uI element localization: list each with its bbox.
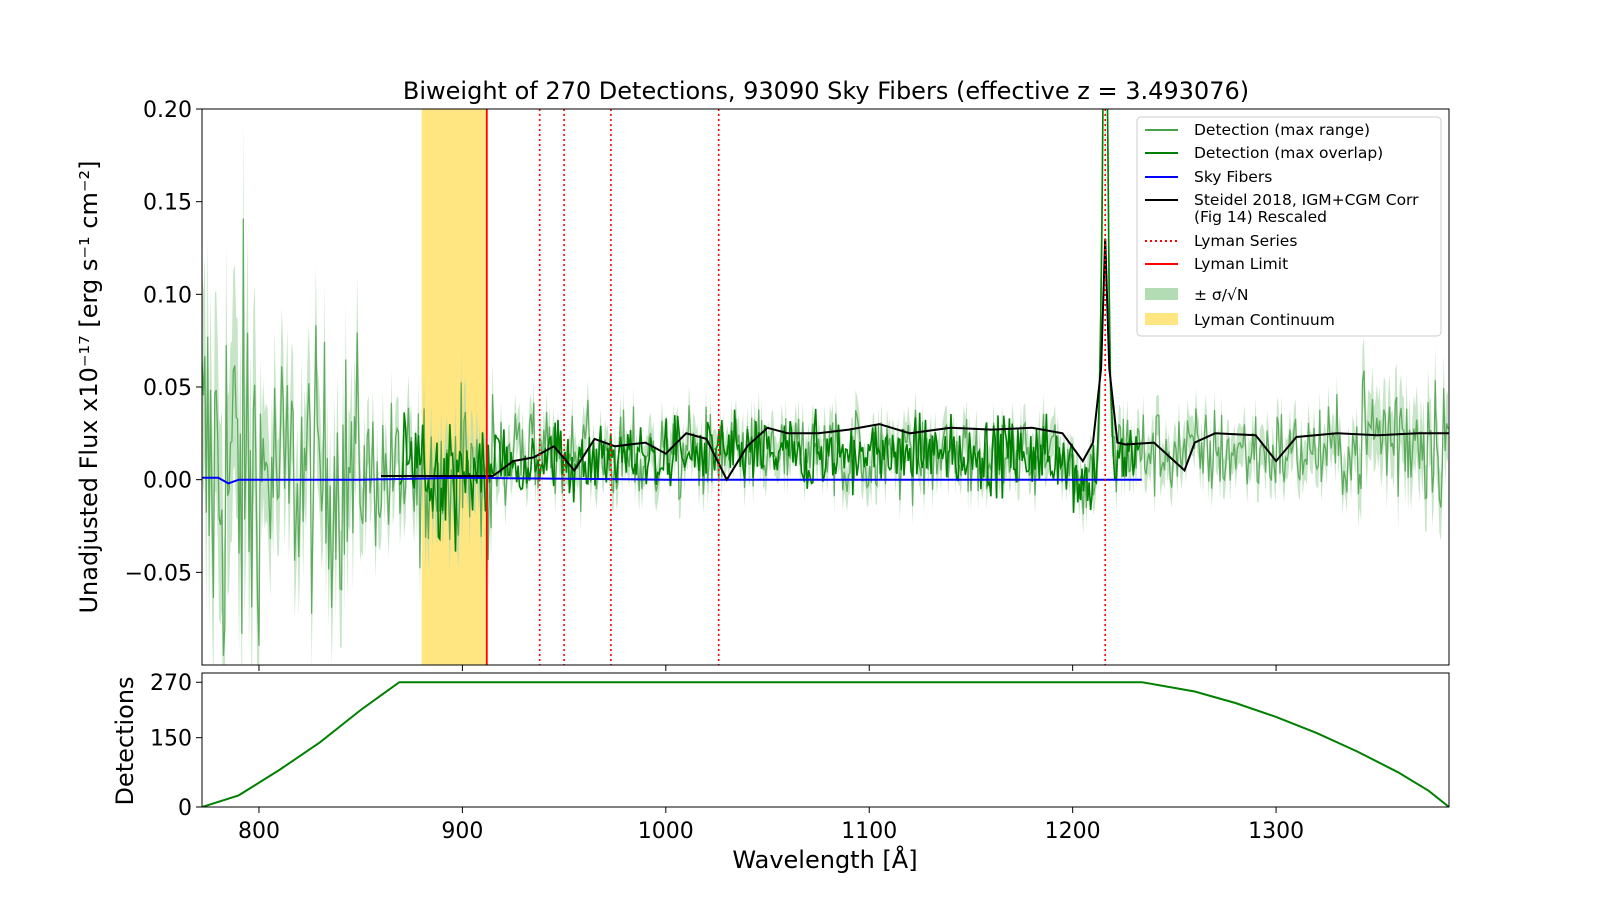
legend-swatch-6 xyxy=(1145,288,1178,300)
legend-item-3: Steidel 2018, IGM+CGM Corr(Fig 14) Resca… xyxy=(1145,191,1419,226)
series-steidel-2018 xyxy=(381,238,1449,482)
x-tick-label-2: 1000 xyxy=(638,819,694,844)
main-panel: −0.05 0.00 0.05 0.10 0.15 0.20 Unadjusted Flu… xyxy=(75,98,1450,671)
legend-swatch-7 xyxy=(1145,313,1178,325)
sub-series-layer xyxy=(202,681,1449,807)
series-sky-fibers xyxy=(202,476,1142,485)
x-tick-label-5: 1300 xyxy=(1248,819,1304,844)
legend-label-3-line2: (Fig 14) Rescaled xyxy=(1194,208,1327,226)
main-y-tick-label-4: 0.15 xyxy=(143,191,192,216)
legend-label-4: Lyman Series xyxy=(1194,232,1297,250)
legend-item-2: Sky Fibers xyxy=(1145,168,1272,186)
main-series-layer xyxy=(202,109,1449,665)
x-axis-label: Wavelength [Å] xyxy=(732,845,917,874)
legend-label-0: Detection (max range) xyxy=(1194,121,1370,139)
sigma-envelope xyxy=(202,109,1448,665)
main-x-ticks xyxy=(258,665,1277,671)
series-detection-max-range xyxy=(202,109,1449,656)
sub-y-tick-label-2: 270 xyxy=(150,671,192,696)
x-tick-label-3: 1100 xyxy=(841,819,897,844)
main-y-ticks: −0.05 0.00 0.05 0.10 0.15 0.20 xyxy=(125,98,202,586)
x-tick-label-1: 900 xyxy=(441,819,483,844)
main-bands-layer xyxy=(421,109,487,665)
main-y-tick-label-1: 0.00 xyxy=(143,469,192,494)
main-y-tick-label-5: 0.20 xyxy=(143,98,192,123)
sub-y-axis-label: Detections xyxy=(111,676,139,805)
legend-label-5: Lyman Limit xyxy=(1194,255,1288,273)
x-tick-label-4: 1200 xyxy=(1045,819,1101,844)
sub-plot-frame xyxy=(201,672,1450,808)
legend: Detection (max range) Detection (max over… xyxy=(1136,116,1442,337)
legend-item-4: Lyman Series xyxy=(1145,232,1297,250)
legend-item-5: Lyman Limit xyxy=(1145,255,1288,273)
lyman-continuum-band xyxy=(421,109,487,665)
legend-frame xyxy=(1136,116,1442,337)
sub-x-ticks: 800 900 1000 1100 1200 1300 xyxy=(238,807,1304,844)
legend-label-2: Sky Fibers xyxy=(1194,168,1272,186)
main-y-tick-label-2: 0.05 xyxy=(143,376,192,401)
legend-item-6: ± σ/√N xyxy=(1145,286,1248,304)
legend-label-7: Lyman Continuum xyxy=(1194,311,1335,329)
main-y-tick-label-0: −0.05 xyxy=(125,561,192,586)
legend-item-1: Detection (max overlap) xyxy=(1145,144,1383,162)
legend-label-6: ± σ/√N xyxy=(1194,286,1248,304)
sub-panel: 0 150 270 800 900 1000 1100 1200 1300 Detection… xyxy=(111,671,1450,874)
legend-item-7: Lyman Continuum xyxy=(1145,311,1335,329)
legend-label-3: Steidel 2018, IGM+CGM Corr xyxy=(1194,191,1419,209)
sub-y-tick-label-1: 150 xyxy=(150,727,192,752)
main-y-tick-label-3: 0.10 xyxy=(143,283,192,308)
sub-y-tick-label-0: 0 xyxy=(178,796,192,821)
chart-title: Biweight of 270 Detections, 93090 Sky Fi… xyxy=(403,77,1249,105)
legend-item-0: Detection (max range) xyxy=(1145,121,1370,139)
sub-y-ticks: 0 150 270 xyxy=(150,671,202,821)
legend-label-1: Detection (max overlap) xyxy=(1194,144,1383,162)
series-detections-count xyxy=(202,681,1449,807)
x-tick-label-0: 800 xyxy=(238,819,280,844)
main-y-axis-label: Unadjusted Flux x10⁻¹⁷ [erg s⁻¹ cm⁻²] xyxy=(75,160,103,613)
